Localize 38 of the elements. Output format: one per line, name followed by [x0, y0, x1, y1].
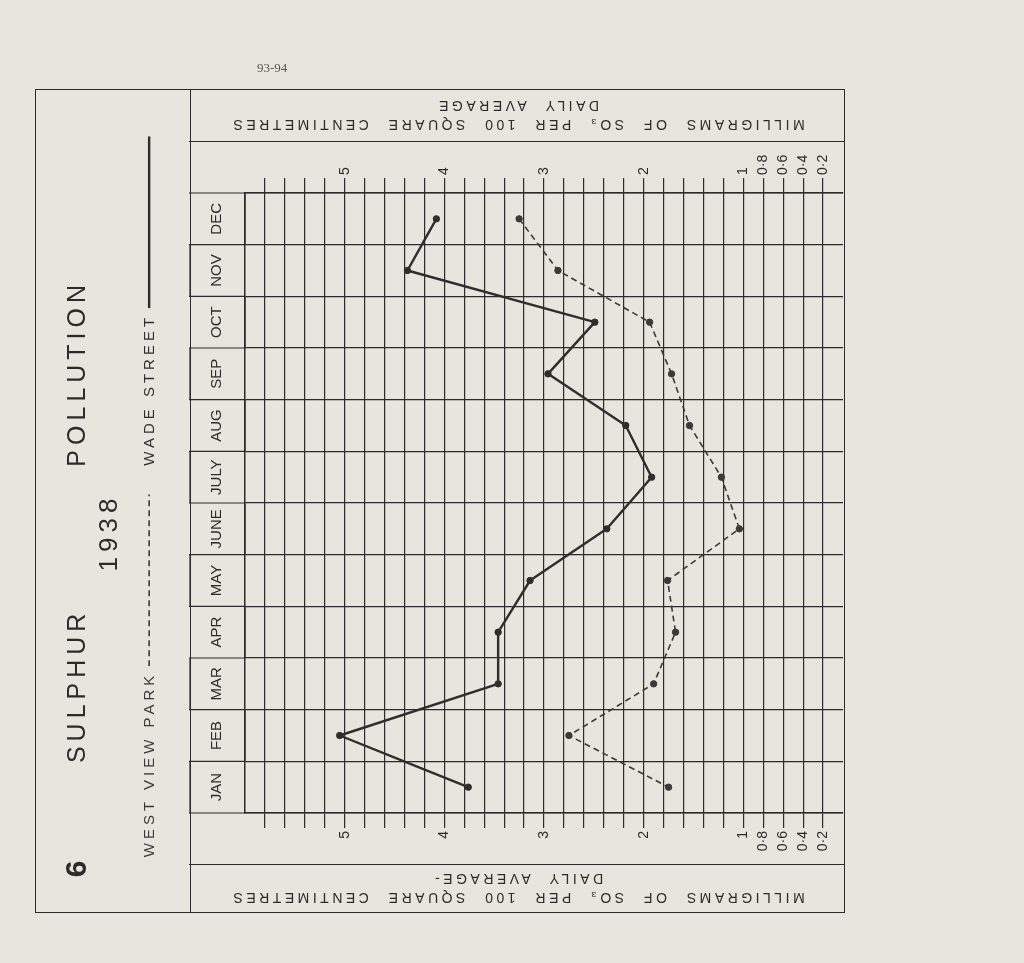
x2-tick-label: 0·8	[754, 154, 771, 175]
x-tick-label: 0·2	[813, 830, 830, 852]
y-tick-label: JUNE	[207, 509, 225, 549]
x-tick-label: 4	[435, 830, 452, 839]
y-tick-label: JAN	[207, 772, 225, 802]
y-tick-label: NOV	[207, 254, 225, 287]
text: 6	[58, 860, 93, 878]
y-tick-label: AUG	[207, 409, 225, 442]
x-axis-title: MILLIGRAMS OF SO₃ PER 100 SQUARE CENTIMETRES DAILY AVERAGE-	[229, 870, 805, 907]
y-tick-label: OCT	[207, 306, 225, 338]
x2-tick-label: 4	[435, 167, 452, 175]
x-tick-label: 1	[734, 830, 751, 839]
y-tick-label: APR	[207, 616, 225, 648]
x2-tick-label: 3	[534, 167, 551, 175]
x-tick-label: 0·6	[774, 830, 791, 852]
x-tick-label: 3	[534, 830, 551, 839]
x2-tick-label: 1	[734, 167, 751, 175]
x2-axis-title: MILLIGRAMS OF SO₃ PER 100 SQUARE CENTIMETRES DAILY AVERAGE	[229, 97, 805, 134]
x2-tick-label: 2	[634, 167, 651, 175]
text: SULPHUR POLLUTION	[61, 279, 91, 763]
text: 1938	[93, 493, 125, 571]
x-tick-label: 0·4	[793, 830, 810, 852]
x-tick-label: 5	[335, 830, 352, 839]
y-tick-label: FEB	[207, 720, 225, 751]
y-tick-label: SEP	[207, 358, 225, 389]
x2-tick-label: 0·6	[774, 154, 791, 175]
x2-tick-label: 5	[335, 167, 352, 175]
y-tick-label: MAY	[207, 564, 225, 597]
x2-tick-label: 0·2	[813, 154, 830, 175]
x2-tick-label: 0·4	[793, 154, 810, 175]
text: 93-94	[257, 60, 288, 76]
text: WADE STREET	[139, 313, 157, 466]
y-tick-label: MAR	[207, 667, 225, 701]
x-tick-label: 0·8	[754, 830, 771, 852]
text: WEST VIEW PARK	[139, 671, 157, 857]
x-tick-label: 2	[634, 830, 651, 839]
y-tick-label: JULY	[207, 459, 225, 495]
y-tick-label: DEC	[207, 202, 225, 235]
